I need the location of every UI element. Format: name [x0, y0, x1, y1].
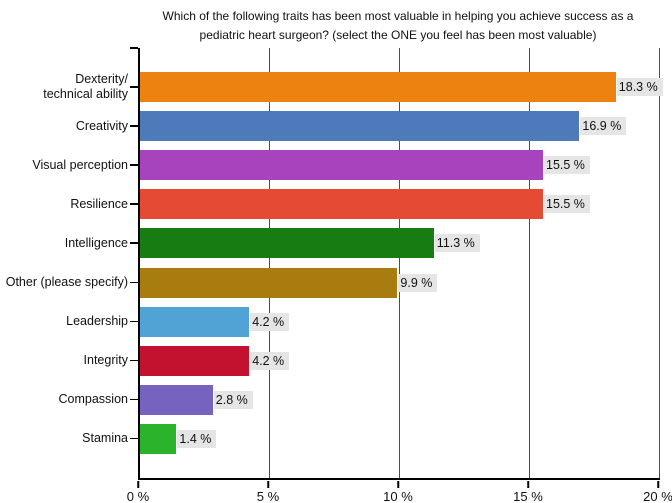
category-label: Creativity: [75, 118, 128, 133]
gridline-10pct: [399, 48, 400, 478]
bar-row-integrity: Integrity 4.2 %: [84, 345, 660, 376]
category-tick-mark: [130, 203, 138, 205]
bar-other-please-specify: [140, 267, 398, 298]
bar-resilience: [140, 189, 543, 220]
x-tick-label: 10 %: [383, 489, 413, 503]
bar-row-visual-perception: Visual perception 15.5 %: [32, 150, 660, 181]
bar-row-stamina: Stamina 1.4 %: [82, 423, 660, 454]
value-label: 16.9 %: [580, 117, 627, 136]
y-axis-end-tick: [130, 47, 138, 49]
category-label: Resilience: [70, 196, 128, 211]
category-label: Stamina: [82, 431, 128, 446]
chart-title: Which of the following traits has been m…: [162, 9, 634, 42]
gridline-20pct: [659, 48, 660, 478]
value-label: 2.8 %: [213, 390, 253, 409]
category-tick-mark: [130, 164, 138, 166]
category-tick-mark: [130, 281, 138, 284]
x-tick-label: 15 %: [513, 489, 543, 503]
category-label: Compassion: [58, 392, 128, 407]
bar-row-intelligence: Intelligence 11.3 %: [65, 228, 660, 259]
bar-stamina: [140, 423, 177, 454]
value-label: 1.4 %: [177, 429, 217, 448]
bar-row-compassion: Compassion 2.8 %: [59, 384, 660, 415]
bar-row-leadership: Leadership 4.2 %: [66, 306, 660, 337]
category-tick-mark: [130, 398, 138, 401]
value-label: 18.3 %: [616, 78, 663, 96]
category-tick-mark: [130, 359, 138, 362]
value-label: 15.5 %: [544, 156, 590, 175]
category-label: Other (please specify): [5, 275, 128, 290]
category-tick-mark: [130, 242, 138, 244]
x-tick-label: 0 %: [126, 489, 150, 503]
bar-leadership: [140, 306, 250, 337]
value-label: 4.2 %: [250, 312, 290, 331]
category-label: Integrity: [83, 353, 128, 368]
gridline-5pct: [269, 48, 270, 478]
x-tick-0pct: [137, 481, 139, 488]
bar-row-dexterity-technical-ability: Dexterity/ technical ability 18.3 %: [43, 72, 663, 102]
x-tick-10pct: [397, 481, 399, 488]
plot-area: Dexterity/ technical ability 18.3 % Creati…: [6, 47, 663, 480]
value-label: 15.5 %: [544, 195, 590, 214]
category-tick-mark: [130, 320, 138, 323]
value-label: 4.2 %: [250, 351, 290, 370]
bar-creativity: [140, 111, 580, 142]
bars-group: Dexterity/ technical ability 18.3 % Creati…: [6, 48, 663, 478]
bar-dexterity-technical-ability: [140, 72, 616, 102]
category-label: Dexterity/ technical ability: [43, 72, 128, 101]
bar-row-creativity: Creativity 16.9 %: [76, 111, 660, 142]
category-label: Leadership: [66, 314, 128, 329]
category-label: Visual perception: [32, 157, 128, 172]
value-label: 9.9 %: [398, 273, 438, 292]
bar-row-other-please-specify: Other (please specify) 9.9 %: [6, 267, 660, 298]
value-label: 11.3 %: [434, 234, 480, 253]
bar-integrity: [140, 345, 250, 376]
category-tick-mark: [130, 437, 138, 440]
bar-visual-perception: [140, 150, 543, 181]
x-tick-label: 20 %: [643, 489, 672, 503]
bar-compassion: [140, 384, 213, 415]
category-tick-mark: [130, 86, 138, 88]
x-tick-20pct: [657, 481, 659, 488]
category-label: Intelligence: [64, 235, 128, 250]
x-axis: 0 % 5 % 10 % 15 % 20 %: [127, 480, 672, 503]
x-tick-label: 5 %: [256, 489, 280, 503]
x-tick-15pct: [527, 481, 529, 488]
category-tick-mark: [130, 125, 138, 127]
x-tick-5pct: [267, 481, 269, 488]
bar-intelligence: [140, 228, 434, 259]
bar-row-resilience: Resilience 15.5 %: [70, 189, 660, 220]
gridline-15pct: [529, 48, 530, 478]
